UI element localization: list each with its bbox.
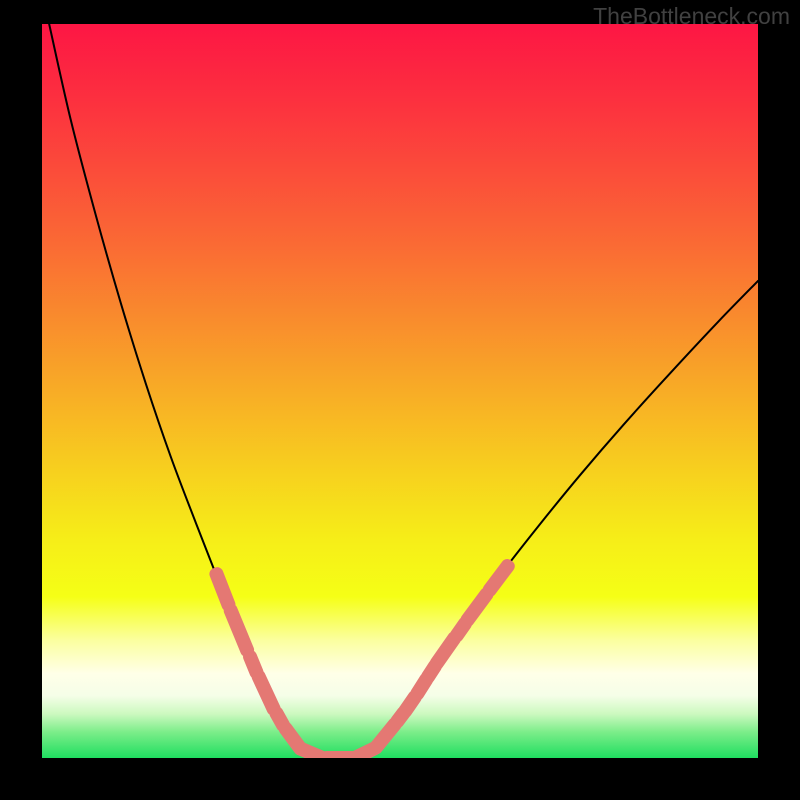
gradient-background xyxy=(42,24,758,758)
plot-area xyxy=(42,24,758,758)
chart-container: TheBottleneck.com xyxy=(0,0,800,800)
